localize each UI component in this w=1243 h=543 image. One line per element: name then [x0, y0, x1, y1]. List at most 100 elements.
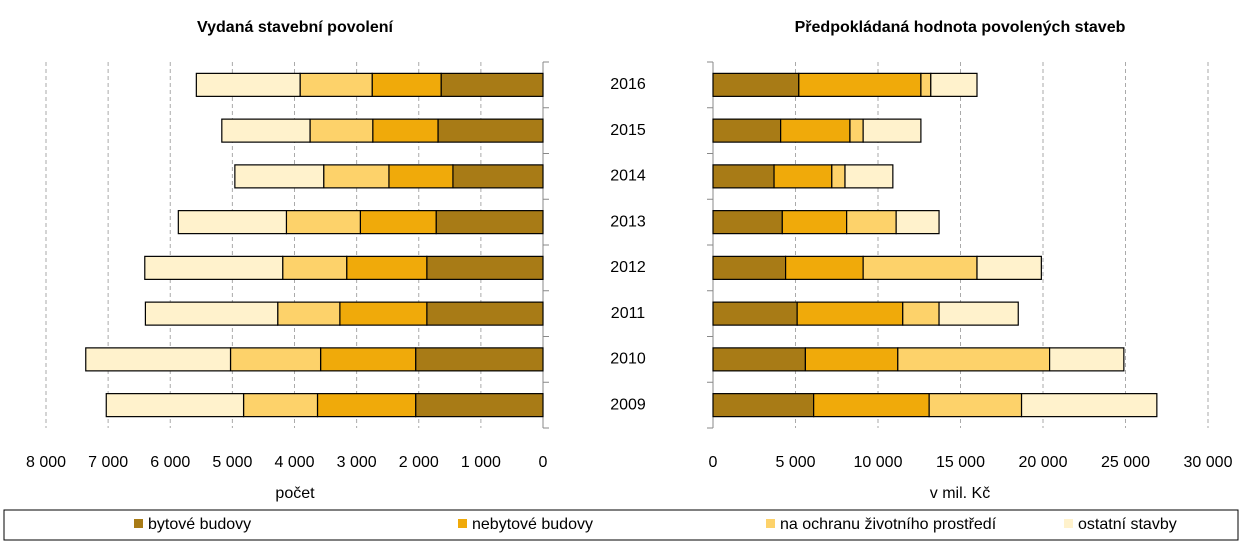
bar-segment	[105, 393, 245, 418]
bar-segment	[938, 301, 1019, 326]
bar-segment	[976, 255, 1042, 280]
bar-segment	[221, 118, 311, 143]
bar-segment	[862, 255, 978, 280]
x-tick-label: 8 000	[26, 454, 66, 471]
bar-segment	[323, 164, 390, 189]
legend-label: nebytové budovy	[472, 516, 593, 533]
bar-segment	[712, 393, 815, 418]
bar-segment	[712, 255, 787, 280]
legend-swatch	[766, 519, 775, 528]
bar-segment	[1020, 393, 1158, 418]
bar-segment	[316, 393, 417, 418]
category-label: 2010	[610, 351, 646, 368]
category-label: 2013	[610, 213, 646, 230]
bar-segment	[920, 72, 932, 97]
bar-segment	[346, 255, 428, 280]
bar-segment	[773, 164, 833, 189]
x-axis-label: počet	[275, 485, 315, 502]
bar-segment	[144, 255, 284, 280]
bar-segment	[780, 118, 851, 143]
bar-segment	[388, 164, 454, 189]
x-axis-label: v mil. Kč	[930, 485, 990, 502]
category-label: 2012	[610, 259, 646, 276]
bar-segment	[712, 164, 775, 189]
bar-segment	[229, 347, 322, 372]
bar-segment	[285, 210, 361, 235]
legend-label: na ochranu životního prostředí	[780, 516, 997, 533]
legend-swatch	[1064, 519, 1073, 528]
bar-segment	[846, 210, 897, 235]
bar-segment	[299, 72, 373, 97]
bar-segment	[897, 347, 1051, 372]
bar-segment	[437, 118, 544, 143]
x-tick-label: 3 000	[337, 454, 377, 471]
legend-box	[3, 509, 1239, 541]
x-tick-label: 10 000	[854, 454, 903, 471]
bar-segment	[234, 164, 325, 189]
bar-segment	[339, 301, 428, 326]
bar-segment	[831, 164, 846, 189]
bar-segment	[426, 301, 544, 326]
x-tick-label: 5 000	[775, 454, 815, 471]
x-tick-label: 25 000	[1101, 454, 1150, 471]
bar-segment	[844, 164, 894, 189]
bar-segment	[426, 255, 544, 280]
bar-segment	[784, 255, 864, 280]
bar-segment	[282, 255, 348, 280]
bar-segment	[452, 164, 544, 189]
legend-label: bytové budovy	[148, 516, 251, 533]
bar-segment	[712, 72, 800, 97]
bar-segment	[242, 393, 319, 418]
bar-segment	[435, 210, 544, 235]
bar-segment	[796, 301, 904, 326]
category-label: 2009	[610, 396, 646, 413]
legend-swatch	[134, 519, 143, 528]
bar-segment	[309, 118, 374, 143]
bar-segment	[798, 72, 922, 97]
bar-segment	[712, 118, 782, 143]
x-tick-label: 5 000	[212, 454, 252, 471]
category-label: 2015	[610, 122, 646, 139]
bar-segment	[195, 72, 301, 97]
bar-segment	[849, 118, 864, 143]
bar-segment	[712, 210, 783, 235]
bar-segment	[895, 210, 940, 235]
bar-segment	[813, 393, 930, 418]
x-tick-label: 30 000	[1184, 454, 1233, 471]
bar-segment	[902, 301, 940, 326]
x-tick-label: 15 000	[936, 454, 985, 471]
bar-segment	[415, 347, 544, 372]
bar-segment	[712, 347, 807, 372]
x-tick-label: 20 000	[1019, 454, 1068, 471]
x-tick-label: 7 000	[88, 454, 128, 471]
bar-segment	[440, 72, 544, 97]
bar-segment	[85, 347, 232, 372]
bar-segment	[415, 393, 544, 418]
bar-segment	[144, 301, 279, 326]
bar-segment	[781, 210, 848, 235]
bar-segment	[371, 72, 442, 97]
x-tick-label: 4 000	[274, 454, 314, 471]
x-tick-label: 6 000	[150, 454, 190, 471]
bar-segment	[277, 301, 341, 326]
x-tick-label: 0	[709, 454, 718, 471]
x-tick-label: 2 000	[399, 454, 439, 471]
bar-segment	[804, 347, 899, 372]
bar-segment	[359, 210, 437, 235]
bar-segment	[930, 72, 978, 97]
bar-segment	[712, 301, 798, 326]
legend-swatch	[458, 519, 467, 528]
category-label: 2014	[610, 168, 646, 185]
chart-title: Vydaná stavební povolení	[197, 19, 393, 36]
category-label: 2016	[610, 76, 646, 93]
bar-segment	[862, 118, 922, 143]
bar-segment	[928, 393, 1023, 418]
x-tick-label: 0	[539, 454, 548, 471]
bar-segment	[372, 118, 439, 143]
legend-label: ostatní stavby	[1078, 516, 1177, 533]
bar-segment	[177, 210, 288, 235]
bar-segment	[1048, 347, 1125, 372]
bar-segment	[319, 347, 417, 372]
x-tick-label: 1 000	[461, 454, 501, 471]
